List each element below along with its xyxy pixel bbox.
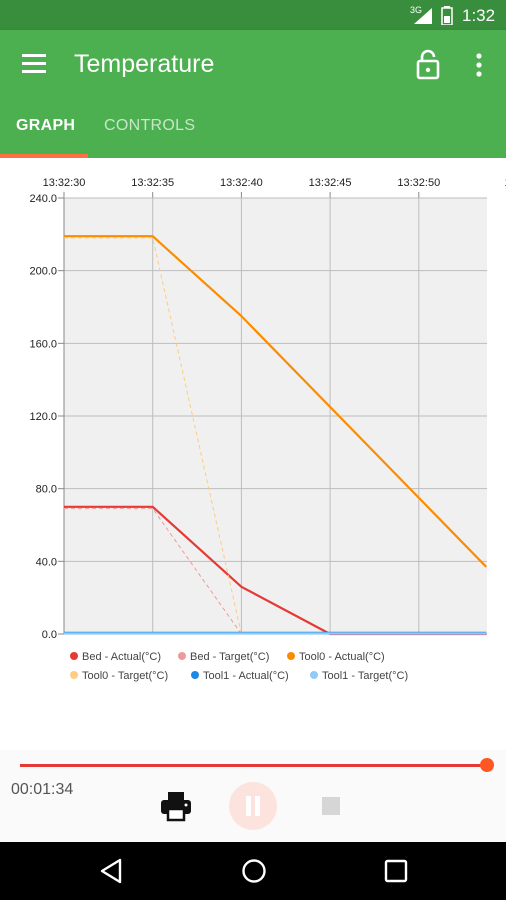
y-tick-label: 40.0 xyxy=(36,556,57,568)
x-tick-label: 13:32:35 xyxy=(131,177,174,189)
x-tick-label: 13:32:50 xyxy=(397,177,440,189)
battery-icon xyxy=(441,6,453,25)
temperature-chart-area: 13:32:30 13:32:35 13:32:40 13:32:45 13:32:50… xyxy=(0,158,506,750)
legend-label: Tool0 - Actual(°C) xyxy=(299,651,385,663)
legend-label: Tool1 - Target(°C) xyxy=(322,670,408,682)
legend-label: Bed - Actual(°C) xyxy=(82,651,161,663)
y-tick-label: 160.0 xyxy=(29,338,57,350)
y-tick-label: 200.0 xyxy=(29,266,57,278)
legend-swatch xyxy=(191,671,199,679)
x-tick-label: 13:32:45 xyxy=(309,177,352,189)
app-bar: Temperature GRAPH CONTROLS xyxy=(0,30,506,158)
legend-label: Tool1 - Actual(°C) xyxy=(203,670,289,682)
legend-swatch xyxy=(70,652,78,660)
legend-swatch xyxy=(287,652,295,660)
home-icon[interactable] xyxy=(240,857,268,885)
page-title: Temperature xyxy=(74,50,215,78)
y-tick-label: 240.0 xyxy=(29,193,57,205)
elapsed-time: 00:01:34 xyxy=(11,781,74,798)
pause-icon xyxy=(246,796,260,816)
tab-graph[interactable]: GRAPH xyxy=(16,117,76,134)
progress-bar xyxy=(20,764,487,767)
menu-icon[interactable] xyxy=(22,54,48,76)
x-tick-label: 13:32:40 xyxy=(220,177,263,189)
legend-label: Tool0 - Target(°C) xyxy=(82,670,168,682)
lock-icon[interactable] xyxy=(414,48,442,80)
x-tick-label: 13:32:30 xyxy=(43,177,86,189)
legend-label: Bed - Target(°C) xyxy=(190,651,269,663)
tab-indicator xyxy=(0,154,88,158)
signal-icon xyxy=(414,8,432,24)
y-tick-label: 80.0 xyxy=(36,484,57,496)
legend-swatch xyxy=(310,671,318,679)
print-icon[interactable] xyxy=(160,790,192,822)
stop-button[interactable] xyxy=(322,797,340,815)
legend-swatch xyxy=(70,671,78,679)
x-tick-label: 1 xyxy=(504,177,506,189)
more-vert-icon[interactable] xyxy=(466,50,492,80)
series-line-3 xyxy=(64,237,242,635)
recents-icon[interactable] xyxy=(383,858,409,884)
pause-button[interactable] xyxy=(229,782,277,830)
network-type-label: 3G xyxy=(410,5,423,15)
tab-controls[interactable]: CONTROLS xyxy=(104,117,196,134)
back-icon[interactable] xyxy=(98,858,124,884)
progress-thumb[interactable] xyxy=(480,758,494,772)
legend-swatch xyxy=(178,652,186,660)
status-bar: 3G 1:32 xyxy=(0,0,506,30)
y-tick-label: 0.0 xyxy=(42,629,57,641)
temperature-chart: 13:32:30 13:32:35 13:32:40 13:32:45 13:32:50… xyxy=(29,177,506,682)
series-line-2 xyxy=(64,235,487,568)
series-line-1 xyxy=(64,508,242,635)
y-tick-label: 120.0 xyxy=(29,411,57,423)
clock: 1:32 xyxy=(462,6,496,25)
system-nav-bar xyxy=(0,842,506,900)
